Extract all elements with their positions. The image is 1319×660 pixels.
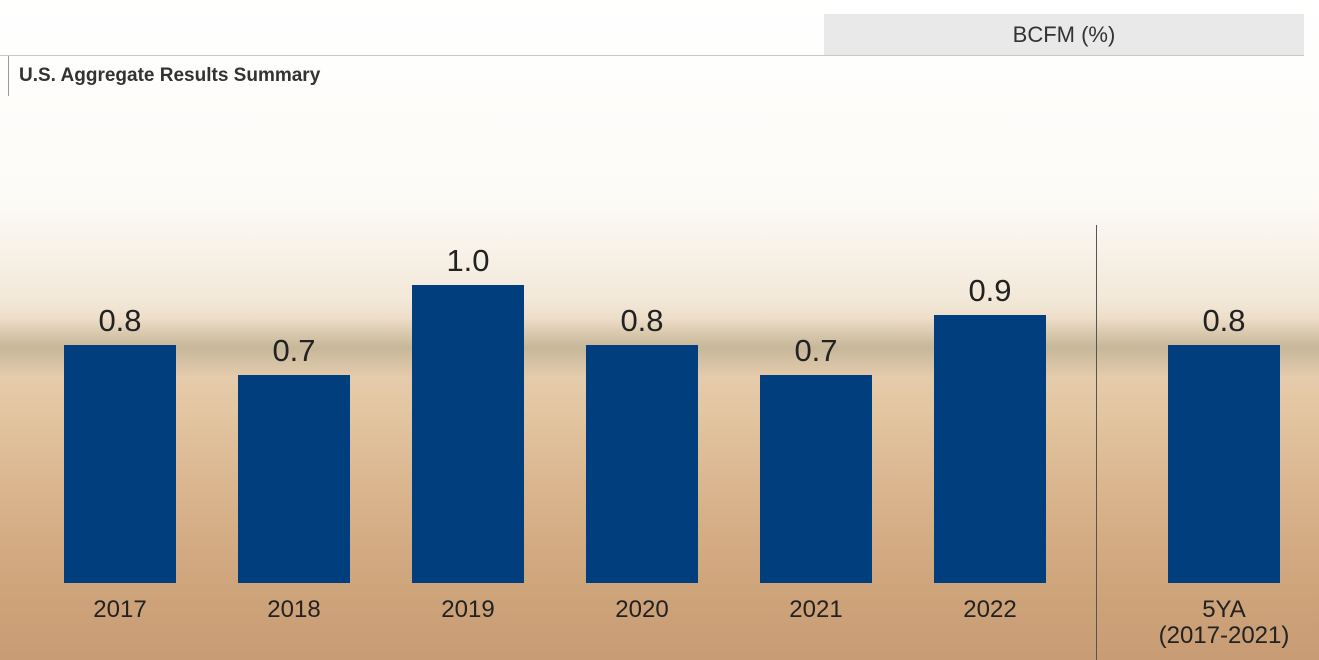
divider — [1096, 225, 1097, 660]
value-label: 0.9 — [968, 273, 1012, 308]
bar — [412, 285, 524, 583]
bar — [64, 345, 176, 583]
x-tick-label: 2019 — [441, 596, 495, 623]
x-tick-label: 2018 — [267, 596, 321, 623]
bar — [238, 375, 350, 583]
chart-title: U.S. Aggregate Results Summary — [8, 56, 320, 96]
x-tick-label: 2020 — [615, 596, 669, 623]
value-label: 0.7 — [794, 333, 838, 368]
bar — [1168, 345, 1280, 583]
value-label: 0.7 — [272, 333, 316, 368]
value-label: 0.8 — [1202, 303, 1246, 338]
x-tick-label: 2022 — [963, 596, 1017, 623]
header-rule — [0, 55, 1304, 56]
bar — [934, 315, 1046, 583]
header: BCFM (%) — [824, 14, 1304, 55]
bar — [760, 375, 872, 583]
x-tick-label: 2017 — [93, 596, 147, 623]
value-label: 1.0 — [446, 243, 490, 278]
value-label: 0.8 — [98, 303, 142, 338]
x-tick-label: 5YA (2017-2021) — [1158, 596, 1290, 649]
x-tick-label: 2021 — [789, 596, 843, 623]
bar — [586, 345, 698, 583]
value-label: 0.8 — [620, 303, 664, 338]
